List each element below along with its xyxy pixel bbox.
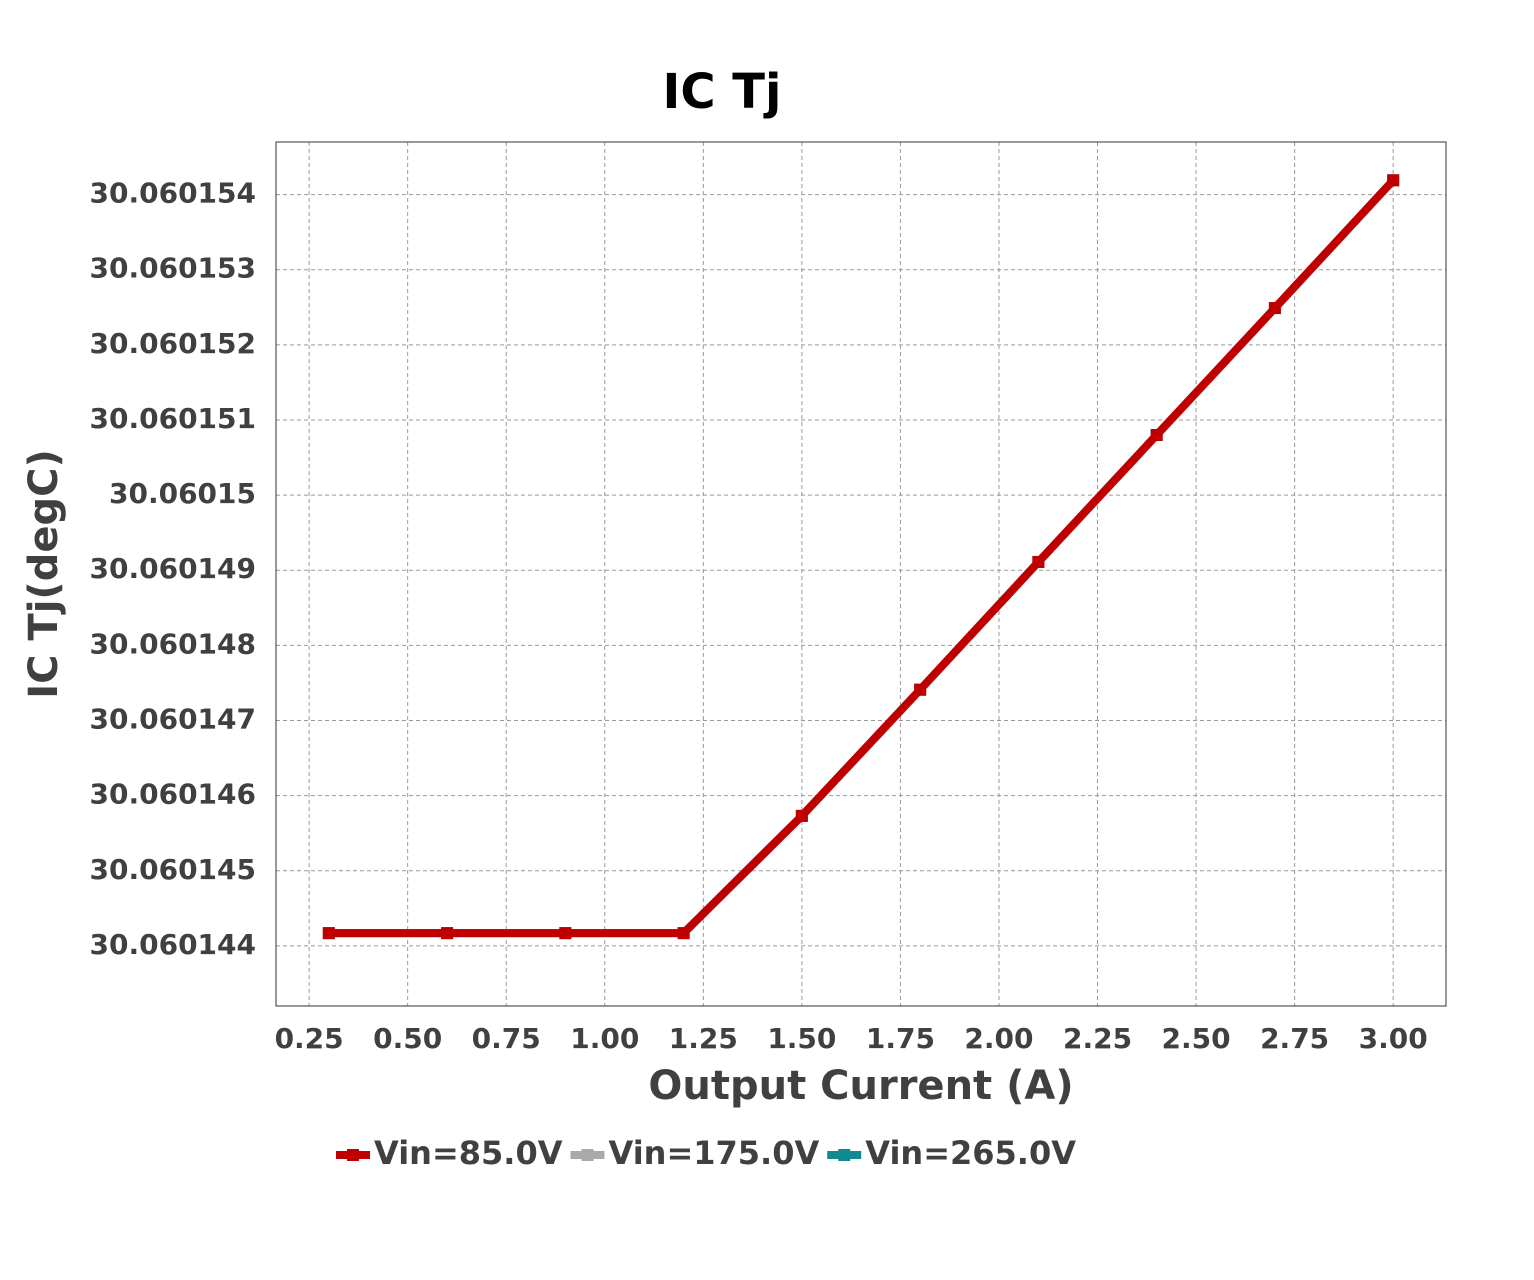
series-line [328, 177, 1397, 938]
data-point [559, 927, 572, 940]
y-axis-label: IC Tj(degC) [21, 449, 67, 698]
x-tick-label: 2.75 [1260, 1022, 1329, 1055]
legend-marker [838, 1149, 851, 1161]
x-tick-label: 0.50 [373, 1022, 442, 1055]
x-tick-label: 2.25 [1063, 1022, 1132, 1055]
y-tick-label: 30.060153 [90, 252, 257, 285]
legend-label: Vin=175.0V [608, 1134, 819, 1172]
y-tick-label: 30.060144 [90, 928, 257, 961]
data-point [1032, 555, 1045, 568]
data-point [677, 927, 690, 940]
legend-label: Vin=265.0V [865, 1134, 1076, 1172]
y-tick-label: 30.06015 [109, 477, 256, 510]
plot-frame [275, 141, 1447, 1007]
x-tick-label: 0.25 [275, 1022, 344, 1055]
x-tick-label: 1.50 [767, 1022, 836, 1055]
series-line [328, 177, 1397, 938]
chart-title: IC Tj [663, 64, 782, 120]
x-tick-label: 1.00 [570, 1022, 639, 1055]
series-line [328, 177, 1397, 938]
y-tick-label: 30.060154 [90, 177, 257, 210]
y-tick-label: 30.060149 [90, 552, 257, 585]
x-tick-label: 0.75 [472, 1022, 541, 1055]
x-tick-label: 3.00 [1359, 1022, 1428, 1055]
y-tick-label: 30.060146 [90, 778, 257, 811]
legend-marker [581, 1149, 594, 1161]
x-tick-label: 2.00 [964, 1022, 1033, 1055]
data-point [914, 683, 927, 696]
x-tick-label: 1.75 [866, 1022, 935, 1055]
data-point [1387, 174, 1400, 187]
data-point [441, 927, 454, 940]
y-tick-label: 30.060151 [90, 402, 257, 435]
x-tick-label: 2.50 [1162, 1022, 1231, 1055]
y-tick-label: 30.060148 [90, 627, 257, 660]
y-tick-label: 30.060147 [90, 703, 257, 736]
x-axis-label: Output Current (A) [648, 1063, 1073, 1109]
x-tick-label: 1.25 [669, 1022, 738, 1055]
data-point [1268, 302, 1281, 315]
legend-label: Vin=85.0V [374, 1134, 563, 1172]
y-tick-label: 30.060152 [90, 327, 257, 360]
data-point [795, 809, 808, 822]
data-point [322, 927, 335, 940]
legend-marker [347, 1149, 359, 1161]
y-tick-label: 30.060145 [90, 853, 257, 886]
data-point [1150, 429, 1163, 442]
